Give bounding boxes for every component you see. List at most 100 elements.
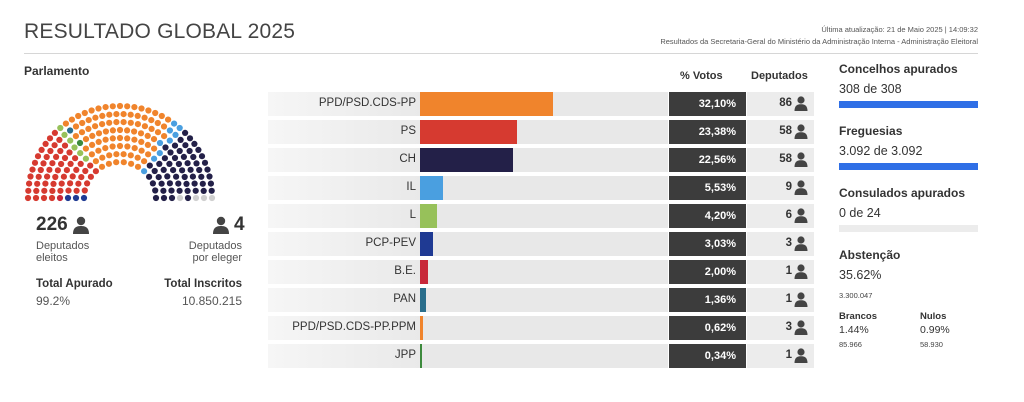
seat-dot — [40, 160, 47, 167]
party-name-cell: PCP-PEV — [268, 232, 420, 256]
result-row[interactable]: JPP 0,34% 1 — [268, 344, 814, 368]
seat-dot — [168, 194, 176, 202]
seat-dot — [106, 152, 113, 159]
seat-dot — [29, 166, 36, 173]
seat-dot — [113, 159, 120, 166]
seat-dot — [145, 151, 152, 158]
result-row[interactable]: L 4,20% 6 — [268, 204, 814, 228]
seat-dot — [53, 153, 60, 160]
seat-count: 1 — [785, 265, 792, 277]
seat-dot — [134, 163, 142, 170]
seat-dot — [206, 173, 213, 180]
seat-dot — [77, 150, 84, 157]
seats-cell: 9 — [747, 176, 814, 200]
seat-dot — [148, 125, 155, 132]
vote-percent: 2,00% — [669, 260, 746, 284]
seats-cell: 6 — [747, 204, 814, 228]
seat-dot — [32, 194, 40, 202]
seat-dot — [156, 150, 163, 157]
seat-dot — [190, 153, 197, 161]
page-title: RESULTADO GLOBAL 2025 — [24, 20, 296, 43]
seat-dot — [113, 151, 120, 158]
seat-dot — [67, 137, 74, 144]
seat-dot — [124, 135, 131, 142]
seat-dot — [102, 128, 109, 135]
seat-dot — [38, 146, 45, 153]
seat-dot — [85, 125, 92, 132]
party-name-cell: PPD/PSD.CDS-PP — [268, 92, 420, 116]
seat-dot — [164, 173, 171, 180]
vote-bar — [420, 148, 514, 172]
vote-percent: 0,62% — [669, 316, 746, 340]
seat-count: 3 — [785, 237, 792, 249]
seat-dot — [171, 154, 179, 162]
seat-dot — [82, 167, 89, 175]
vote-percent: 1,36% — [669, 288, 746, 312]
seat-dot — [137, 130, 145, 137]
seat-dot — [67, 127, 74, 134]
party-name: IL — [406, 181, 416, 193]
seat-dot — [199, 180, 206, 187]
seat-count: 58 — [779, 125, 792, 137]
vote-percent: 4,20% — [669, 204, 746, 228]
seat-dot — [198, 153, 206, 160]
result-row[interactable]: CH 22,56% 58 — [268, 148, 814, 172]
seat-dot — [151, 145, 158, 152]
vote-percent: 0,34% — [669, 344, 746, 368]
pending-count: 4 — [234, 214, 245, 235]
person-icon — [794, 320, 808, 340]
result-row[interactable]: PAN 1,36% 1 — [268, 288, 814, 312]
vote-bar — [420, 288, 426, 312]
concelhos-progress — [839, 101, 978, 108]
seats-cell: 58 — [747, 148, 814, 172]
seat-dot — [44, 173, 51, 180]
seat-dot — [200, 194, 208, 202]
seat-dot — [152, 187, 159, 194]
seat-dot — [152, 109, 159, 117]
result-row[interactable]: IL 5,53% 9 — [268, 176, 814, 200]
result-row[interactable]: PPD/PSD.CDS-PP 32,10% 86 — [268, 92, 814, 116]
seat-dot — [56, 194, 64, 202]
vote-bar — [420, 92, 553, 116]
person-icon — [213, 216, 229, 234]
seat-dot — [47, 147, 54, 155]
seat-dot — [95, 147, 102, 154]
seat-dot — [76, 139, 84, 147]
seat-dot — [207, 180, 214, 187]
vote-bar — [420, 176, 443, 200]
bar-track — [420, 232, 668, 256]
seat-dot — [77, 160, 84, 167]
seat-dot — [124, 103, 131, 110]
result-row[interactable]: PCP-PEV 3,03% 3 — [268, 232, 814, 256]
abstencao-value: 35.62% — [839, 268, 882, 282]
seat-dot — [61, 131, 68, 138]
seat-dot — [84, 180, 91, 187]
consulados-label: Consulados apurados — [839, 186, 966, 200]
person-icon — [794, 236, 808, 256]
seat-dot — [50, 180, 57, 187]
seat-dot — [102, 104, 109, 111]
party-name: PPD/PSD.CDS-PP — [318, 97, 416, 109]
result-row[interactable]: B.E. 2,00% 1 — [268, 260, 814, 284]
seat-dot — [127, 152, 134, 159]
vote-percent: 23,38% — [669, 120, 746, 144]
seat-dot — [106, 111, 113, 118]
seat-dot — [191, 180, 198, 187]
seat-dot — [57, 147, 64, 155]
seat-dot — [141, 123, 148, 130]
seat-dot — [201, 159, 209, 166]
seat-dot — [51, 129, 58, 136]
result-row[interactable]: PS 23,38% 58 — [268, 120, 814, 144]
seat-dot — [116, 142, 124, 150]
bar-track — [420, 120, 668, 144]
vote-bar — [420, 232, 433, 256]
result-row[interactable]: PPD/PSD.CDS-PP.PPM 0,62% 3 — [268, 316, 814, 340]
seat-dot — [171, 120, 178, 127]
seat-dot — [105, 160, 112, 167]
party-name: L — [409, 209, 416, 221]
seat-dot — [176, 187, 183, 194]
seat-dot — [80, 194, 88, 202]
seat-dot — [162, 144, 169, 151]
seat-dot — [72, 155, 79, 162]
seat-dot — [156, 160, 163, 167]
